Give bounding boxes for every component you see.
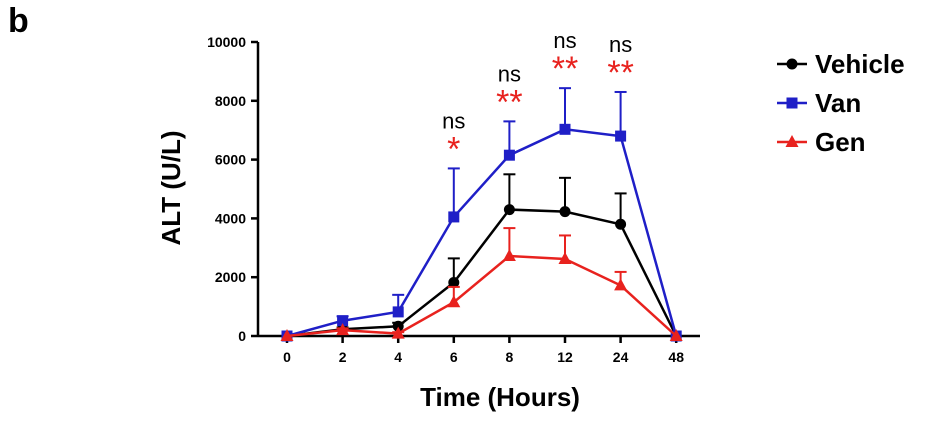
y-tick-label: 10000 — [207, 34, 246, 50]
x-axis-title: Time (Hours) — [420, 382, 580, 412]
y-tick-label: 8000 — [215, 93, 246, 109]
point-gen — [669, 329, 683, 341]
legend-item-vehicle: Vehicle — [777, 49, 905, 79]
significance-stars: * — [447, 130, 460, 168]
x-tick-label: 2 — [339, 349, 347, 365]
legend-label-van: Van — [815, 88, 861, 118]
line-vehicle — [286, 208, 678, 338]
legend-label-vehicle: Vehicle — [815, 49, 905, 79]
point-vehicle — [559, 206, 571, 218]
significance-ns: ns — [609, 32, 632, 57]
x-tick-label: 4 — [394, 349, 402, 365]
plot-area — [280, 87, 683, 342]
y-axis-title: ALT (U/L) — [156, 130, 186, 245]
y-tick-label: 2000 — [215, 269, 246, 285]
y-tick-label: 4000 — [215, 210, 246, 226]
legend-marker-gen — [785, 135, 799, 147]
point-gen — [614, 278, 628, 291]
significance-stars: ** — [607, 54, 633, 92]
significance-stars: ** — [496, 83, 522, 121]
point-van — [448, 211, 460, 223]
significance-ns: ns — [553, 28, 576, 53]
legend-item-gen: Gen — [777, 127, 866, 157]
point-van — [559, 123, 571, 135]
legend-label-gen: Gen — [815, 127, 866, 157]
point-van — [615, 130, 627, 142]
series-van — [281, 87, 682, 342]
point-gen — [280, 329, 294, 341]
y-ticks: 0 2000 4000 6000 8000 10000 — [207, 34, 258, 344]
series-gen — [280, 227, 683, 341]
point-gen — [502, 249, 516, 262]
x-tick-label: 48 — [668, 349, 684, 365]
point-van — [392, 306, 404, 318]
point-gen — [558, 251, 572, 264]
point-vehicle — [448, 276, 460, 288]
point-van — [503, 149, 515, 161]
legend-item-van: Van — [777, 88, 861, 118]
axes — [256, 42, 700, 338]
x-tick-label: 12 — [557, 349, 573, 365]
x-tick-label: 6 — [450, 349, 458, 365]
significance-ns: ns — [442, 108, 465, 133]
line-van — [286, 128, 678, 338]
legend-marker-vehicle — [786, 58, 798, 70]
point-gen — [447, 295, 461, 308]
x-tick-label: 8 — [506, 349, 514, 365]
legend-marker-van — [786, 97, 798, 109]
point-gen — [336, 323, 350, 336]
x-tick-label: 0 — [283, 349, 291, 365]
line-gen — [286, 254, 678, 338]
x-ticks: 0 2 4 6 8 12 24 48 — [283, 336, 684, 365]
significance-annotations: *ns **ns **ns**ns — [442, 28, 634, 168]
panel-label: b — [8, 2, 29, 40]
point-gen — [391, 326, 405, 339]
point-vehicle — [503, 204, 515, 216]
significance-stars: ** — [552, 50, 578, 88]
y-tick-label: 6000 — [215, 152, 246, 168]
y-tick-label: 0 — [238, 328, 246, 344]
legend: Vehicle Van Gen — [777, 49, 905, 157]
point-vehicle — [392, 320, 404, 332]
x-tick-label: 24 — [613, 349, 629, 365]
point-van — [337, 315, 349, 327]
point-vehicle — [615, 218, 627, 230]
significance-ns: ns — [498, 61, 521, 86]
